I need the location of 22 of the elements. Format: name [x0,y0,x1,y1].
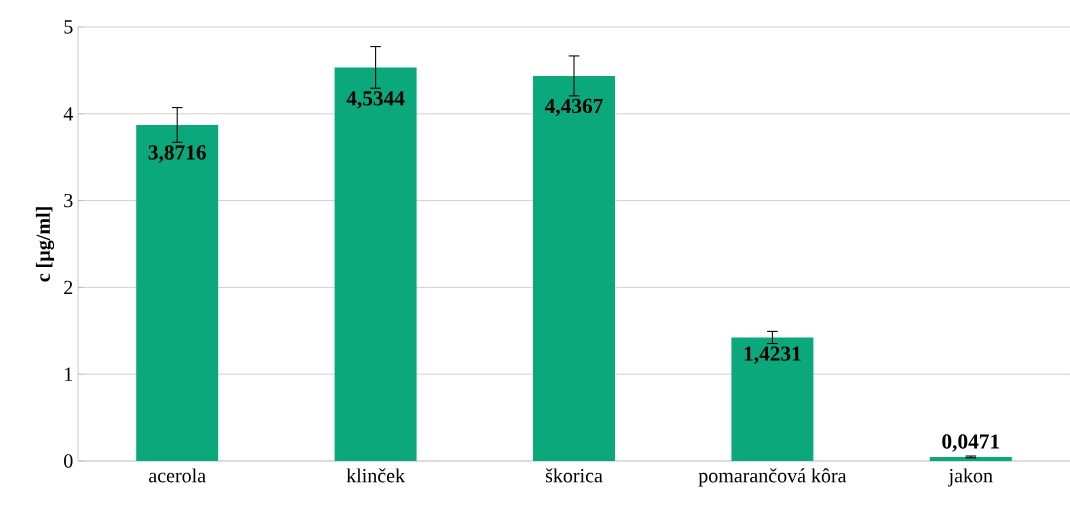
x-tick-label: acerola [149,468,206,483]
y-tick-label: 5 [64,20,73,34]
bar [136,124,219,461]
x-tick-label: jakon [948,468,993,487]
y-tick-label: 0 [64,454,73,468]
y-tick-label: 4 [63,107,73,121]
y-axis-title: c [µg/ml] [35,207,55,282]
bar [929,456,1012,461]
data-label: 1,4231 [744,346,801,364]
x-tick-label: klinček [346,468,406,483]
bar [533,75,616,461]
y-tick-label: 3 [64,193,73,208]
y-tick-label: 2 [64,280,73,295]
x-tick-label: pomarančová kôra [698,468,847,487]
data-label: 0,0471 [942,434,1000,452]
y-tick-label: 1 [65,367,73,381]
data-label: 3,8716 [148,145,206,163]
data-label: 4,5344 [346,91,405,109]
bar [334,67,417,461]
bar [731,337,814,461]
data-label: 4,4367 [544,98,603,117]
x-tick-label: škorica [545,468,603,483]
